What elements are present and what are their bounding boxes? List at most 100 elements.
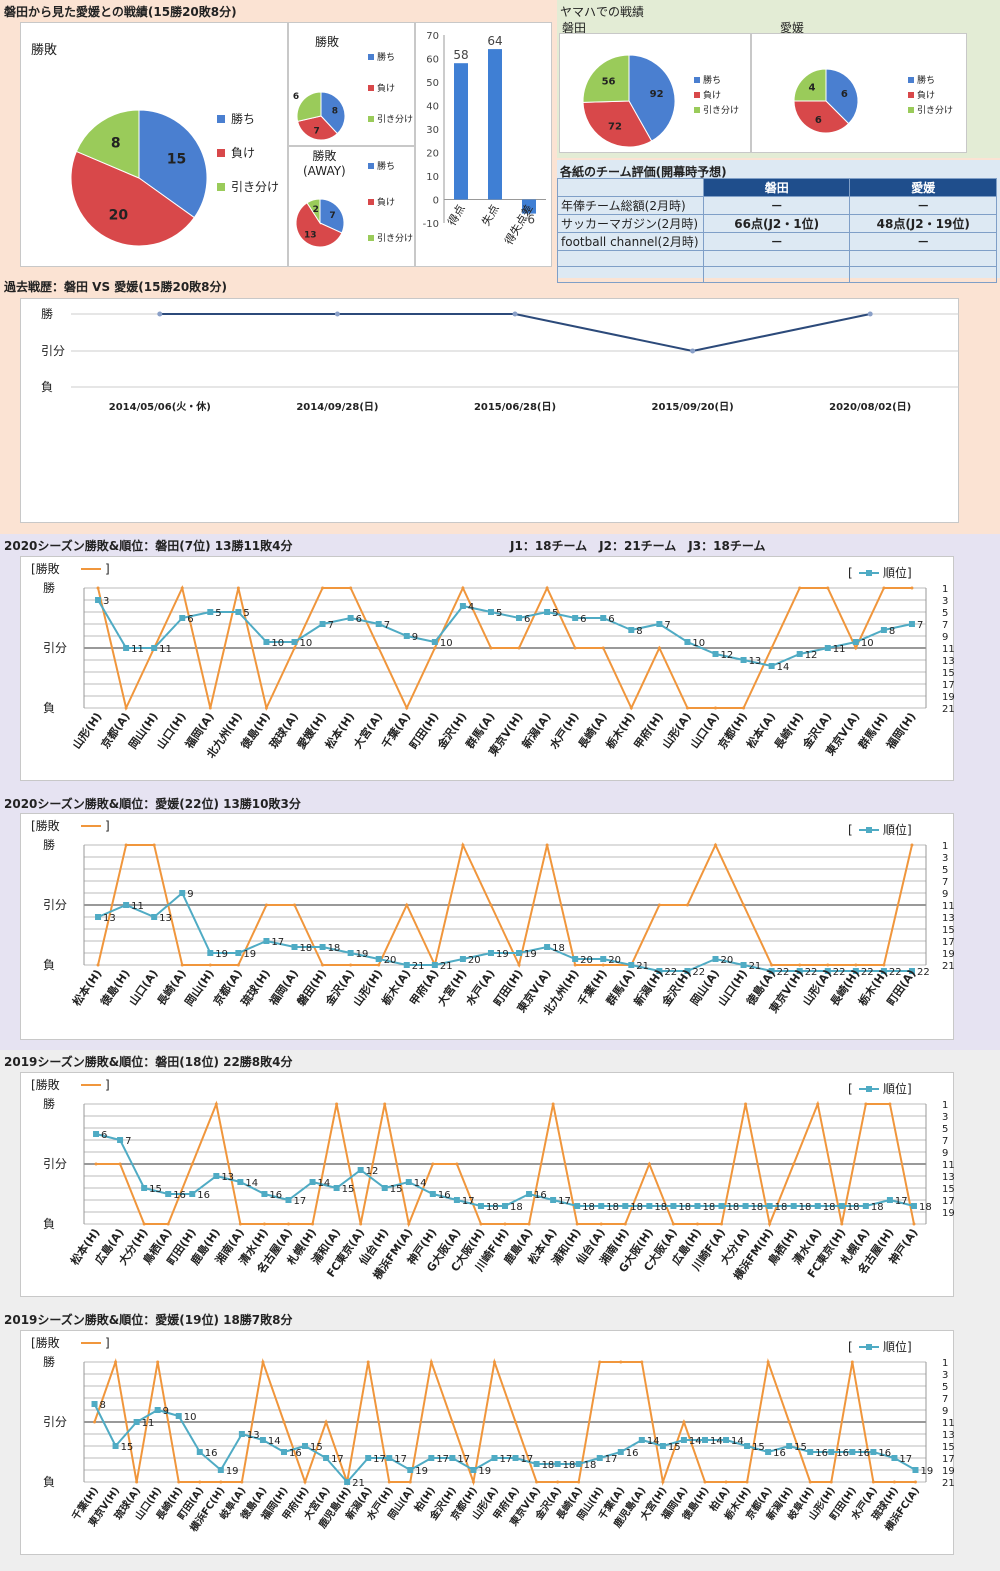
rank-data-label: 18: [654, 1202, 667, 1213]
rank-data-label: 7: [384, 620, 390, 631]
away-pie-label: 勝敗 (AWAY): [303, 149, 346, 178]
pie-slice: [70, 150, 196, 247]
rank-tick: 19: [942, 692, 955, 703]
legend-swatch: [368, 163, 374, 169]
rank-tick: 11: [942, 1160, 955, 1171]
result-point: [96, 586, 100, 590]
rank-data-label: 12: [366, 1166, 379, 1177]
rank-point: [600, 615, 607, 621]
h2h-title: 磐田から見た愛媛との戦績(15勝20敗8分): [4, 5, 237, 19]
legend-swatch: [368, 199, 374, 205]
legend-label: 勝ち: [377, 160, 395, 172]
rank-data-label: 5: [552, 608, 558, 619]
pie-data-label: 56: [602, 77, 616, 88]
rank-point: [912, 1467, 919, 1473]
result-point: [405, 706, 409, 710]
result-point: [377, 963, 381, 967]
result-point: [377, 646, 381, 650]
result-point: [264, 903, 268, 907]
result-point: [910, 843, 914, 847]
rank-data-label: 13: [221, 1172, 234, 1183]
y-label: 勝: [41, 306, 53, 321]
ratings-cell: －: [849, 232, 997, 251]
rank-point: [333, 1185, 340, 1191]
legend-bracket: [: [848, 1082, 853, 1096]
result-point: [349, 963, 353, 967]
y-label: 勝: [43, 580, 55, 595]
result-point: [94, 1162, 98, 1166]
rank-tick: 9: [942, 1148, 948, 1159]
rank-point: [261, 1191, 268, 1197]
rank-point: [574, 1203, 581, 1209]
rank-data-label: 14: [689, 1436, 702, 1447]
rank-data-label: 14: [647, 1436, 660, 1447]
rank-point: [628, 962, 635, 968]
ratings-row: 年俸チーム総額(2月時) －－: [557, 196, 997, 215]
result-point: [114, 1360, 118, 1364]
rank-data-label: 21: [440, 961, 453, 972]
result-line: [93, 1358, 916, 1486]
result-point: [471, 1480, 475, 1484]
ratings-col-ehime: 愛媛: [849, 178, 997, 197]
legend-label: 勝ち: [377, 51, 395, 63]
category-label: 金沢(H): [434, 710, 470, 753]
bar: [488, 49, 502, 200]
ratings-cell: 66点(J2・1位): [702, 214, 851, 233]
rank-data-label: 18: [542, 1460, 555, 1471]
rank-data-label: 20: [608, 955, 621, 966]
rank-data-label: 21: [636, 961, 649, 972]
rank-line: [97, 891, 912, 972]
result-point: [598, 1360, 602, 1364]
result-point: [745, 1480, 749, 1484]
rank-data-label: 5: [243, 608, 249, 619]
rank-data-label: 7: [328, 620, 334, 631]
rank-data-label: 16: [534, 1190, 547, 1201]
rank-point: [712, 956, 719, 962]
legend-label: 負け: [703, 89, 721, 101]
rank-point: [862, 1203, 869, 1209]
rank-point: [742, 1203, 749, 1209]
pie-data-label: 20: [109, 208, 129, 224]
result-point: [503, 1222, 507, 1226]
date-label: 2020/08/02(日): [829, 401, 911, 413]
result-point: [311, 1222, 315, 1226]
rank-point: [684, 968, 691, 974]
rank-point: [550, 1197, 557, 1203]
pie-slice: [138, 109, 208, 219]
rank-point: [852, 639, 859, 645]
legend-swatch: [217, 183, 225, 191]
result-point: [517, 646, 521, 650]
result-point: [703, 1480, 707, 1484]
rank-data-label: 11: [131, 644, 144, 655]
result-point: [545, 843, 549, 847]
result-point: [293, 903, 296, 907]
result-point: [157, 311, 163, 317]
result-point: [286, 1222, 290, 1226]
pie-slice: [582, 100, 653, 148]
rank-data-label: 17: [457, 1454, 470, 1465]
result-point: [214, 1102, 218, 1106]
rank-point: [656, 621, 663, 627]
category-label: 水戸(H): [546, 710, 581, 752]
rank-data-label: 15: [121, 1442, 134, 1453]
rank-data-label: 19: [356, 949, 369, 960]
rank-data-label: 19: [215, 949, 228, 960]
goals-bar-panel: -10 0 10 20 30 40 50 60 70 58 得点 64 失点 -6 得失点差: [415, 22, 552, 267]
pie-slice: [825, 68, 859, 125]
rank-tick: 5: [942, 1382, 948, 1393]
result-point: [829, 1480, 833, 1484]
rank-point: [179, 615, 186, 621]
y-label: 勝: [43, 1354, 55, 1369]
bar: [454, 63, 468, 200]
rank-point: [319, 621, 326, 627]
rank-data-label: 6: [356, 614, 362, 625]
legend-label: 引き分け: [231, 180, 279, 194]
category-label: 山形(H): [69, 710, 104, 752]
rank-point: [572, 956, 579, 962]
rank-tick: 17: [942, 1196, 955, 1207]
rank-data-label: 22: [692, 967, 705, 978]
home-pie-label: 勝敗: [315, 35, 340, 49]
rank-point: [217, 1467, 224, 1473]
legend-label: 負け: [377, 82, 395, 94]
